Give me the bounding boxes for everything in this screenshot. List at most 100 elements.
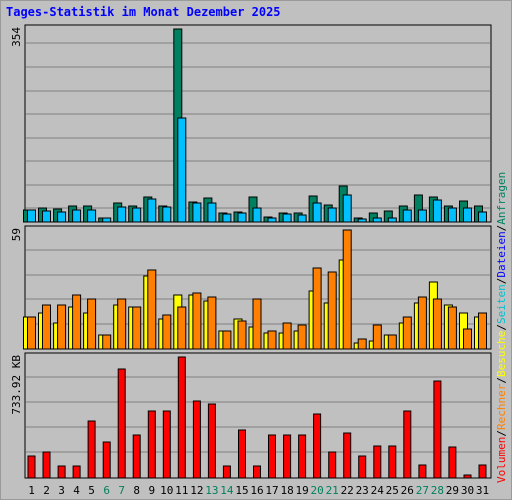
x-tick-label-day-15: 15 [235, 484, 248, 497]
x-tick-label-day-1: 1 [28, 484, 35, 497]
x-tick-label-day-10: 10 [160, 484, 173, 497]
x-tick-label-day-18: 18 [280, 484, 293, 497]
bar-volumen-day-18 [283, 434, 292, 479]
x-tick-label-day-9: 9 [148, 484, 155, 497]
bar-dateien-day-12 [192, 202, 202, 223]
bar-volumen-day-19 [298, 434, 307, 479]
x-tick-label-day-13: 13 [205, 484, 218, 497]
bar-volumen-day-15 [238, 429, 246, 479]
bar-rechner-day-30 [463, 328, 472, 350]
x-tick-label-day-29: 29 [446, 484, 459, 497]
bar-dateien-day-27 [417, 209, 427, 223]
bar-dateien-day-17 [267, 217, 277, 223]
x-tick-label-day-2: 2 [43, 484, 50, 497]
bar-dateien-day-6 [102, 217, 112, 223]
bar-dateien-day-1 [27, 209, 36, 223]
bar-rechner-day-11 [177, 306, 187, 350]
bar-dateien-day-15 [237, 212, 247, 223]
bar-volumen-day-3 [57, 465, 66, 479]
bar-volumen-day-25 [388, 445, 397, 479]
bar-volumen-day-21 [328, 451, 337, 479]
bar-dateien-day-29 [447, 207, 457, 223]
bar-dateien-day-10 [162, 206, 172, 223]
bar-dateien-day-24 [372, 217, 382, 223]
bar-rechner-day-10 [162, 314, 172, 350]
bar-dateien-day-22 [342, 194, 352, 223]
bar-dateien-day-4 [72, 209, 82, 223]
bar-rechner-day-16 [252, 298, 262, 350]
bar-rechner-day-7 [117, 298, 127, 350]
panel-top-frame [24, 24, 492, 223]
x-tick-label-day-30: 30 [461, 484, 474, 497]
bar-volumen-day-14 [222, 465, 231, 479]
x-tick-label-day-19: 19 [295, 484, 308, 497]
x-tick-label-day-31: 31 [476, 484, 489, 497]
bar-dateien-day-18 [282, 213, 292, 223]
bar-rechner-day-4 [72, 294, 82, 350]
x-tick-label-day-11: 11 [175, 484, 188, 497]
bar-rechner-day-6 [102, 334, 112, 350]
bar-volumen-day-2 [42, 451, 51, 479]
legend-item-0: Volumen [495, 437, 508, 483]
bar-volumen-day-31 [478, 464, 487, 479]
bar-rechner-day-2 [42, 304, 51, 350]
legend-item-8: Dateien [495, 231, 508, 277]
bar-rechner-day-5 [87, 298, 97, 350]
bar-volumen-day-16 [253, 465, 261, 479]
bar-rechner-day-21 [327, 271, 337, 350]
bar-dateien-day-25 [387, 217, 397, 223]
legend: Volumen/Rechner/Besuche/Seiten/Dateien/A… [495, 172, 508, 483]
bar-dateien-day-31 [478, 211, 487, 223]
bar-rechner-day-15 [237, 320, 247, 350]
bar-dateien-day-30 [463, 207, 472, 223]
bar-rechner-day-31 [478, 312, 487, 350]
bar-dateien-day-2 [42, 210, 51, 223]
bar-rechner-day-24 [372, 324, 382, 350]
bar-dateien-day-7 [117, 206, 127, 223]
bar-volumen-day-9 [147, 410, 156, 479]
x-tick-label-day-17: 17 [265, 484, 278, 497]
bar-volumen-day-27 [418, 464, 427, 479]
x-tick-label-day-20: 20 [310, 484, 323, 497]
x-tick-label-day-23: 23 [356, 484, 369, 497]
bar-volumen-day-4 [72, 465, 81, 479]
bar-dateien-day-5 [87, 209, 97, 223]
bar-rechner-day-14 [222, 330, 232, 350]
panel-middle-max-label: 59 [10, 228, 23, 241]
bar-rechner-day-19 [297, 324, 307, 350]
x-tick-label-day-21: 21 [326, 484, 339, 497]
bar-dateien-day-14 [222, 213, 232, 223]
bar-volumen-day-7 [117, 368, 126, 479]
x-tick-label-day-27: 27 [416, 484, 429, 497]
legend-item-7: / [495, 278, 508, 285]
bar-dateien-day-16 [252, 207, 262, 223]
panel-bottom-max-label: 733.92 KB [10, 355, 23, 415]
x-tick-label-day-16: 16 [250, 484, 263, 497]
bar-rechner-day-13 [207, 296, 217, 350]
bar-volumen-day-10 [162, 410, 171, 479]
legend-item-3: / [495, 377, 508, 384]
bar-dateien-day-8 [132, 207, 142, 223]
bar-volumen-day-23 [358, 455, 367, 479]
x-tick-label-day-7: 7 [118, 484, 125, 497]
x-tick-label-day-26: 26 [401, 484, 414, 497]
x-tick-label-day-5: 5 [88, 484, 95, 497]
bar-dateien-day-11 [177, 117, 187, 223]
bar-rechner-day-25 [387, 334, 397, 350]
bar-dateien-day-26 [402, 209, 412, 223]
bar-dateien-day-13 [207, 202, 217, 223]
bar-rechner-day-12 [192, 292, 202, 350]
chart-title: Tages-Statistik im Monat Dezember 2025 [6, 5, 281, 19]
bar-volumen-day-13 [207, 403, 216, 479]
bar-rechner-day-29 [447, 306, 457, 350]
bar-volumen-day-1 [27, 455, 36, 479]
legend-item-10: Anfragen [495, 172, 508, 225]
bar-dateien-day-9 [147, 198, 157, 223]
bar-volumen-day-17 [268, 434, 276, 479]
bar-volumen-day-26 [403, 410, 412, 479]
bar-rechner-day-9 [147, 269, 157, 350]
legend-item-4: Besuche [495, 331, 508, 377]
x-tick-label-day-14: 14 [220, 484, 234, 497]
